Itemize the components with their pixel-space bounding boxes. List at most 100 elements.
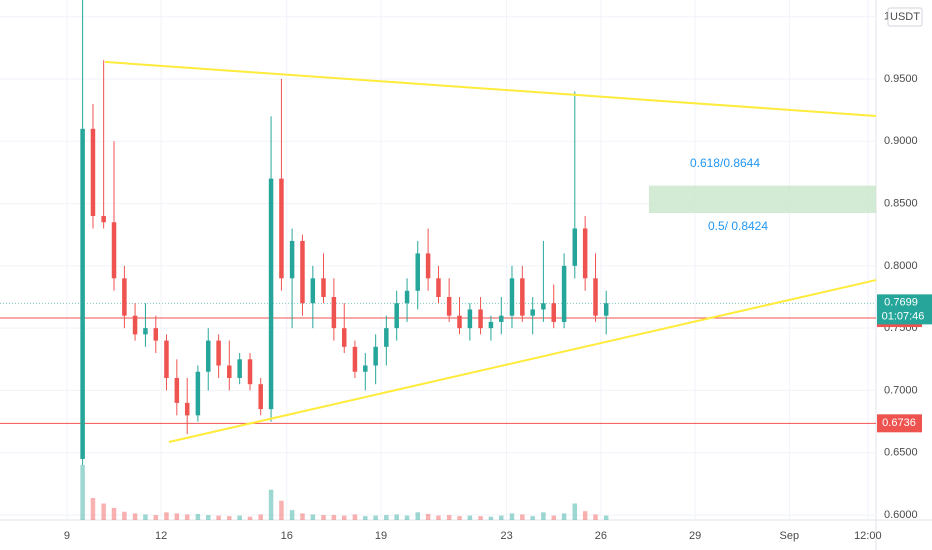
y-tick-label: 0.8500 <box>884 197 918 209</box>
candle-body <box>164 340 169 378</box>
candle-body <box>582 228 588 279</box>
candle-body <box>404 290 410 304</box>
candle-body <box>593 278 598 316</box>
price-label-box <box>877 414 922 433</box>
volume-bar <box>551 515 556 520</box>
volume-bar <box>216 515 221 520</box>
volume-bar <box>457 516 462 520</box>
candle-body <box>446 297 452 316</box>
candle-body <box>561 265 567 322</box>
volume-bar <box>561 513 567 520</box>
volume-bar <box>541 512 546 520</box>
x-tick-label: 26 <box>595 530 607 542</box>
volume-bar <box>247 516 253 520</box>
x-tick-label: 12 <box>155 530 167 542</box>
candle-body <box>205 340 211 372</box>
candle-body <box>603 303 609 316</box>
trendline <box>168 279 877 443</box>
volume-bar <box>174 513 180 520</box>
volume-bar <box>384 515 389 520</box>
candle-body <box>300 240 305 304</box>
candle-body <box>572 228 578 266</box>
volume-bar <box>415 512 420 520</box>
volume-bar <box>509 513 515 520</box>
candle-body <box>384 328 389 347</box>
candle-body <box>268 178 274 410</box>
candle-body <box>122 278 127 316</box>
candle-body <box>237 359 242 378</box>
volume-bar <box>499 515 504 520</box>
candle-body <box>436 278 441 298</box>
fib-label: 0.618/0.8644 <box>690 156 760 170</box>
candle-body <box>551 303 556 322</box>
candle-body <box>509 278 515 316</box>
volume-bar <box>425 513 431 520</box>
y-tick-label: 0.9000 <box>884 135 918 147</box>
candle-body <box>111 222 117 279</box>
candle-body <box>541 303 546 310</box>
volume-bar <box>582 511 588 520</box>
candle-body <box>80 128 85 459</box>
currency-label: USDT <box>890 11 920 23</box>
candle-body <box>216 340 221 366</box>
countdown-label: 01:07:46 <box>882 310 925 322</box>
volume-bar <box>268 489 274 520</box>
volume-bar <box>363 516 368 520</box>
volume-bar <box>164 512 169 520</box>
last-price-box <box>877 294 932 325</box>
volume-bar <box>237 515 242 520</box>
candle-body <box>227 365 232 378</box>
last-price-label: 0.7699 <box>884 296 918 308</box>
volume-bar <box>341 515 347 520</box>
x-tick-label: 9 <box>64 530 70 542</box>
candle-body <box>184 402 190 416</box>
volume-bar <box>122 511 127 520</box>
x-tick-label: Sep <box>780 530 800 542</box>
x-tick-label: 29 <box>689 530 701 542</box>
volume-bar <box>205 515 211 520</box>
candle-body <box>279 178 284 279</box>
candle-body <box>153 328 159 341</box>
volume-bar <box>436 515 441 520</box>
x-tick-label: 19 <box>375 530 387 542</box>
candle-body <box>363 365 368 372</box>
currency-box <box>887 7 923 27</box>
candle-body <box>331 297 337 329</box>
candle-body <box>352 346 358 372</box>
candle-body <box>101 216 106 223</box>
volume-bar <box>488 516 494 520</box>
volume-bar <box>143 514 148 520</box>
volume-bar <box>310 514 316 520</box>
volume-bar <box>279 500 284 520</box>
volume-bar <box>467 515 473 520</box>
fib-label: 0.5/ 0.8424 <box>708 219 768 233</box>
candle-body <box>143 328 148 335</box>
x-tick-label: 16 <box>281 530 293 542</box>
candle-body <box>195 371 201 416</box>
candle-body <box>90 128 96 217</box>
candle-body <box>478 309 483 329</box>
candle-body <box>289 240 295 279</box>
volume-bar <box>321 515 326 520</box>
volume-bar <box>603 515 609 520</box>
volume-bar <box>111 507 117 520</box>
volume-bar <box>80 465 85 520</box>
candle-body <box>394 303 399 329</box>
y-tick-label: 0.6000 <box>884 509 918 521</box>
volume-bar <box>184 514 190 520</box>
candle-body <box>499 315 504 322</box>
volume-bar <box>331 515 337 520</box>
volume-bar <box>446 515 452 520</box>
volume-bar <box>258 514 263 520</box>
candle-body <box>530 309 535 316</box>
y-tick-label: 0.8000 <box>884 260 918 272</box>
volume-bar <box>289 510 295 520</box>
volume-bar <box>300 513 305 520</box>
x-tick-label: 12:00 <box>854 530 882 542</box>
candle-body <box>488 321 494 329</box>
candle-body <box>258 384 263 410</box>
y-tick-label: 0.9500 <box>884 73 918 85</box>
candle-body <box>321 278 326 298</box>
candle-body <box>373 346 378 366</box>
